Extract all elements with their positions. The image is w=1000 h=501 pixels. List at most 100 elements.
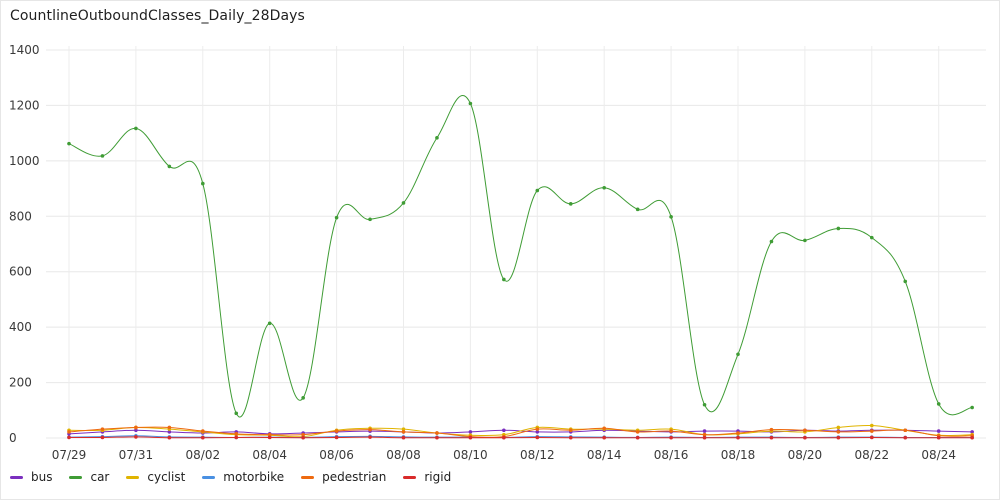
legend-swatch [126, 475, 140, 479]
data-point-bus [535, 430, 540, 434]
data-point-car [267, 321, 272, 326]
data-point-car [836, 226, 841, 231]
series-rigid [67, 435, 974, 440]
data-point-rigid [635, 435, 640, 440]
data-point-bus [502, 428, 506, 433]
data-point-car [301, 396, 305, 400]
data-point-bus [167, 430, 172, 434]
data-point-car [435, 136, 439, 140]
data-point-rigid [736, 435, 740, 440]
x-tick-label: 08/14 [587, 448, 622, 462]
series-layer [67, 95, 974, 440]
data-point-car [769, 239, 774, 244]
data-point-rigid [334, 435, 339, 440]
x-tick-label: 08/08 [386, 448, 421, 462]
data-point-car [736, 352, 740, 357]
data-point-rigid [535, 435, 540, 440]
data-point-pedestrian [435, 431, 439, 435]
data-point-pedestrian [535, 427, 540, 431]
data-point-rigid [368, 435, 372, 439]
data-point-pedestrian [401, 430, 406, 434]
y-tick-label: 400 [9, 320, 32, 334]
data-point-car [903, 279, 908, 284]
data-point-rigid [702, 435, 707, 440]
data-point-rigid [769, 435, 774, 440]
data-point-car [803, 238, 807, 243]
data-point-car [201, 181, 205, 186]
legend-item-car[interactable]: car [69, 470, 109, 484]
data-point-pedestrian [836, 430, 841, 434]
legend-label: bus [31, 470, 53, 484]
data-point-pedestrian [702, 432, 707, 437]
data-point-car [368, 217, 372, 222]
data-point-rigid [267, 435, 272, 440]
data-point-car [870, 235, 874, 240]
legend-item-motorbike[interactable]: motorbike [202, 470, 284, 484]
data-point-rigid [836, 435, 841, 440]
data-point-car [502, 277, 506, 282]
data-point-bus [702, 429, 707, 433]
data-point-cyclist [870, 423, 874, 428]
x-tick-label: 07/29 [52, 448, 87, 462]
y-tick-label: 200 [9, 376, 32, 390]
series-line-pedestrian [68, 426, 973, 438]
data-point-car [67, 141, 71, 146]
data-point-rigid [803, 435, 807, 440]
data-point-pedestrian [736, 431, 740, 435]
legend-label: rigid [424, 470, 452, 484]
data-point-pedestrian [67, 430, 71, 434]
legend-item-rigid[interactable]: rigid [403, 470, 451, 484]
y-tick-label: 1200 [9, 98, 40, 112]
data-point-pedestrian [134, 425, 138, 430]
data-point-bus [970, 430, 974, 434]
x-tick-label: 08/22 [855, 448, 890, 462]
data-point-pedestrian [201, 429, 205, 433]
data-point-cyclist [401, 427, 406, 431]
data-point-pedestrian [769, 427, 774, 432]
data-point-car [936, 402, 941, 406]
legend: bus car cyclist motorbike pedestrian rigid [10, 470, 468, 484]
legend-label: cyclist [147, 470, 186, 484]
legend-label: motorbike [223, 470, 285, 484]
data-point-car [401, 201, 406, 205]
data-point-rigid [870, 435, 874, 440]
data-point-rigid [201, 435, 205, 440]
data-point-pedestrian [635, 430, 640, 434]
data-point-car [669, 215, 673, 219]
data-point-car [535, 188, 540, 193]
data-point-car [334, 215, 339, 220]
x-tick-label: 08/24 [921, 448, 956, 462]
data-point-pedestrian [267, 432, 272, 437]
legend-item-cyclist[interactable]: cyclist [126, 470, 185, 484]
data-point-rigid [435, 435, 439, 440]
data-point-pedestrian [903, 428, 908, 433]
data-point-pedestrian [100, 427, 105, 431]
x-tick-label: 08/06 [319, 448, 354, 462]
data-point-rigid [167, 435, 172, 440]
data-point-car [702, 402, 707, 407]
legend-label: pedestrian [322, 470, 387, 484]
x-tick-label: 08/16 [654, 448, 689, 462]
data-point-rigid [903, 435, 908, 440]
legend-swatch [403, 475, 417, 479]
legend-swatch [69, 475, 83, 479]
data-point-bus [468, 430, 473, 434]
data-point-car [568, 202, 573, 206]
data-point-car [468, 101, 473, 106]
legend-item-bus[interactable]: bus [10, 470, 52, 484]
data-point-rigid [67, 435, 71, 440]
x-tick-label: 08/18 [721, 448, 756, 462]
series-pedestrian [67, 425, 974, 439]
legend-swatch [10, 475, 23, 479]
data-point-bus [134, 428, 138, 433]
data-point-car [970, 405, 974, 410]
data-point-pedestrian [568, 428, 573, 433]
data-point-rigid [100, 435, 105, 440]
legend-item-pedestrian[interactable]: pedestrian [301, 470, 386, 484]
data-point-pedestrian [301, 432, 305, 437]
x-axis-tick-labels: 07/29 07/31 08/02 08/04 08/06 08/08 08/10 08/12… [52, 448, 956, 462]
data-point-pedestrian [234, 432, 239, 436]
data-point-bus [936, 429, 941, 433]
